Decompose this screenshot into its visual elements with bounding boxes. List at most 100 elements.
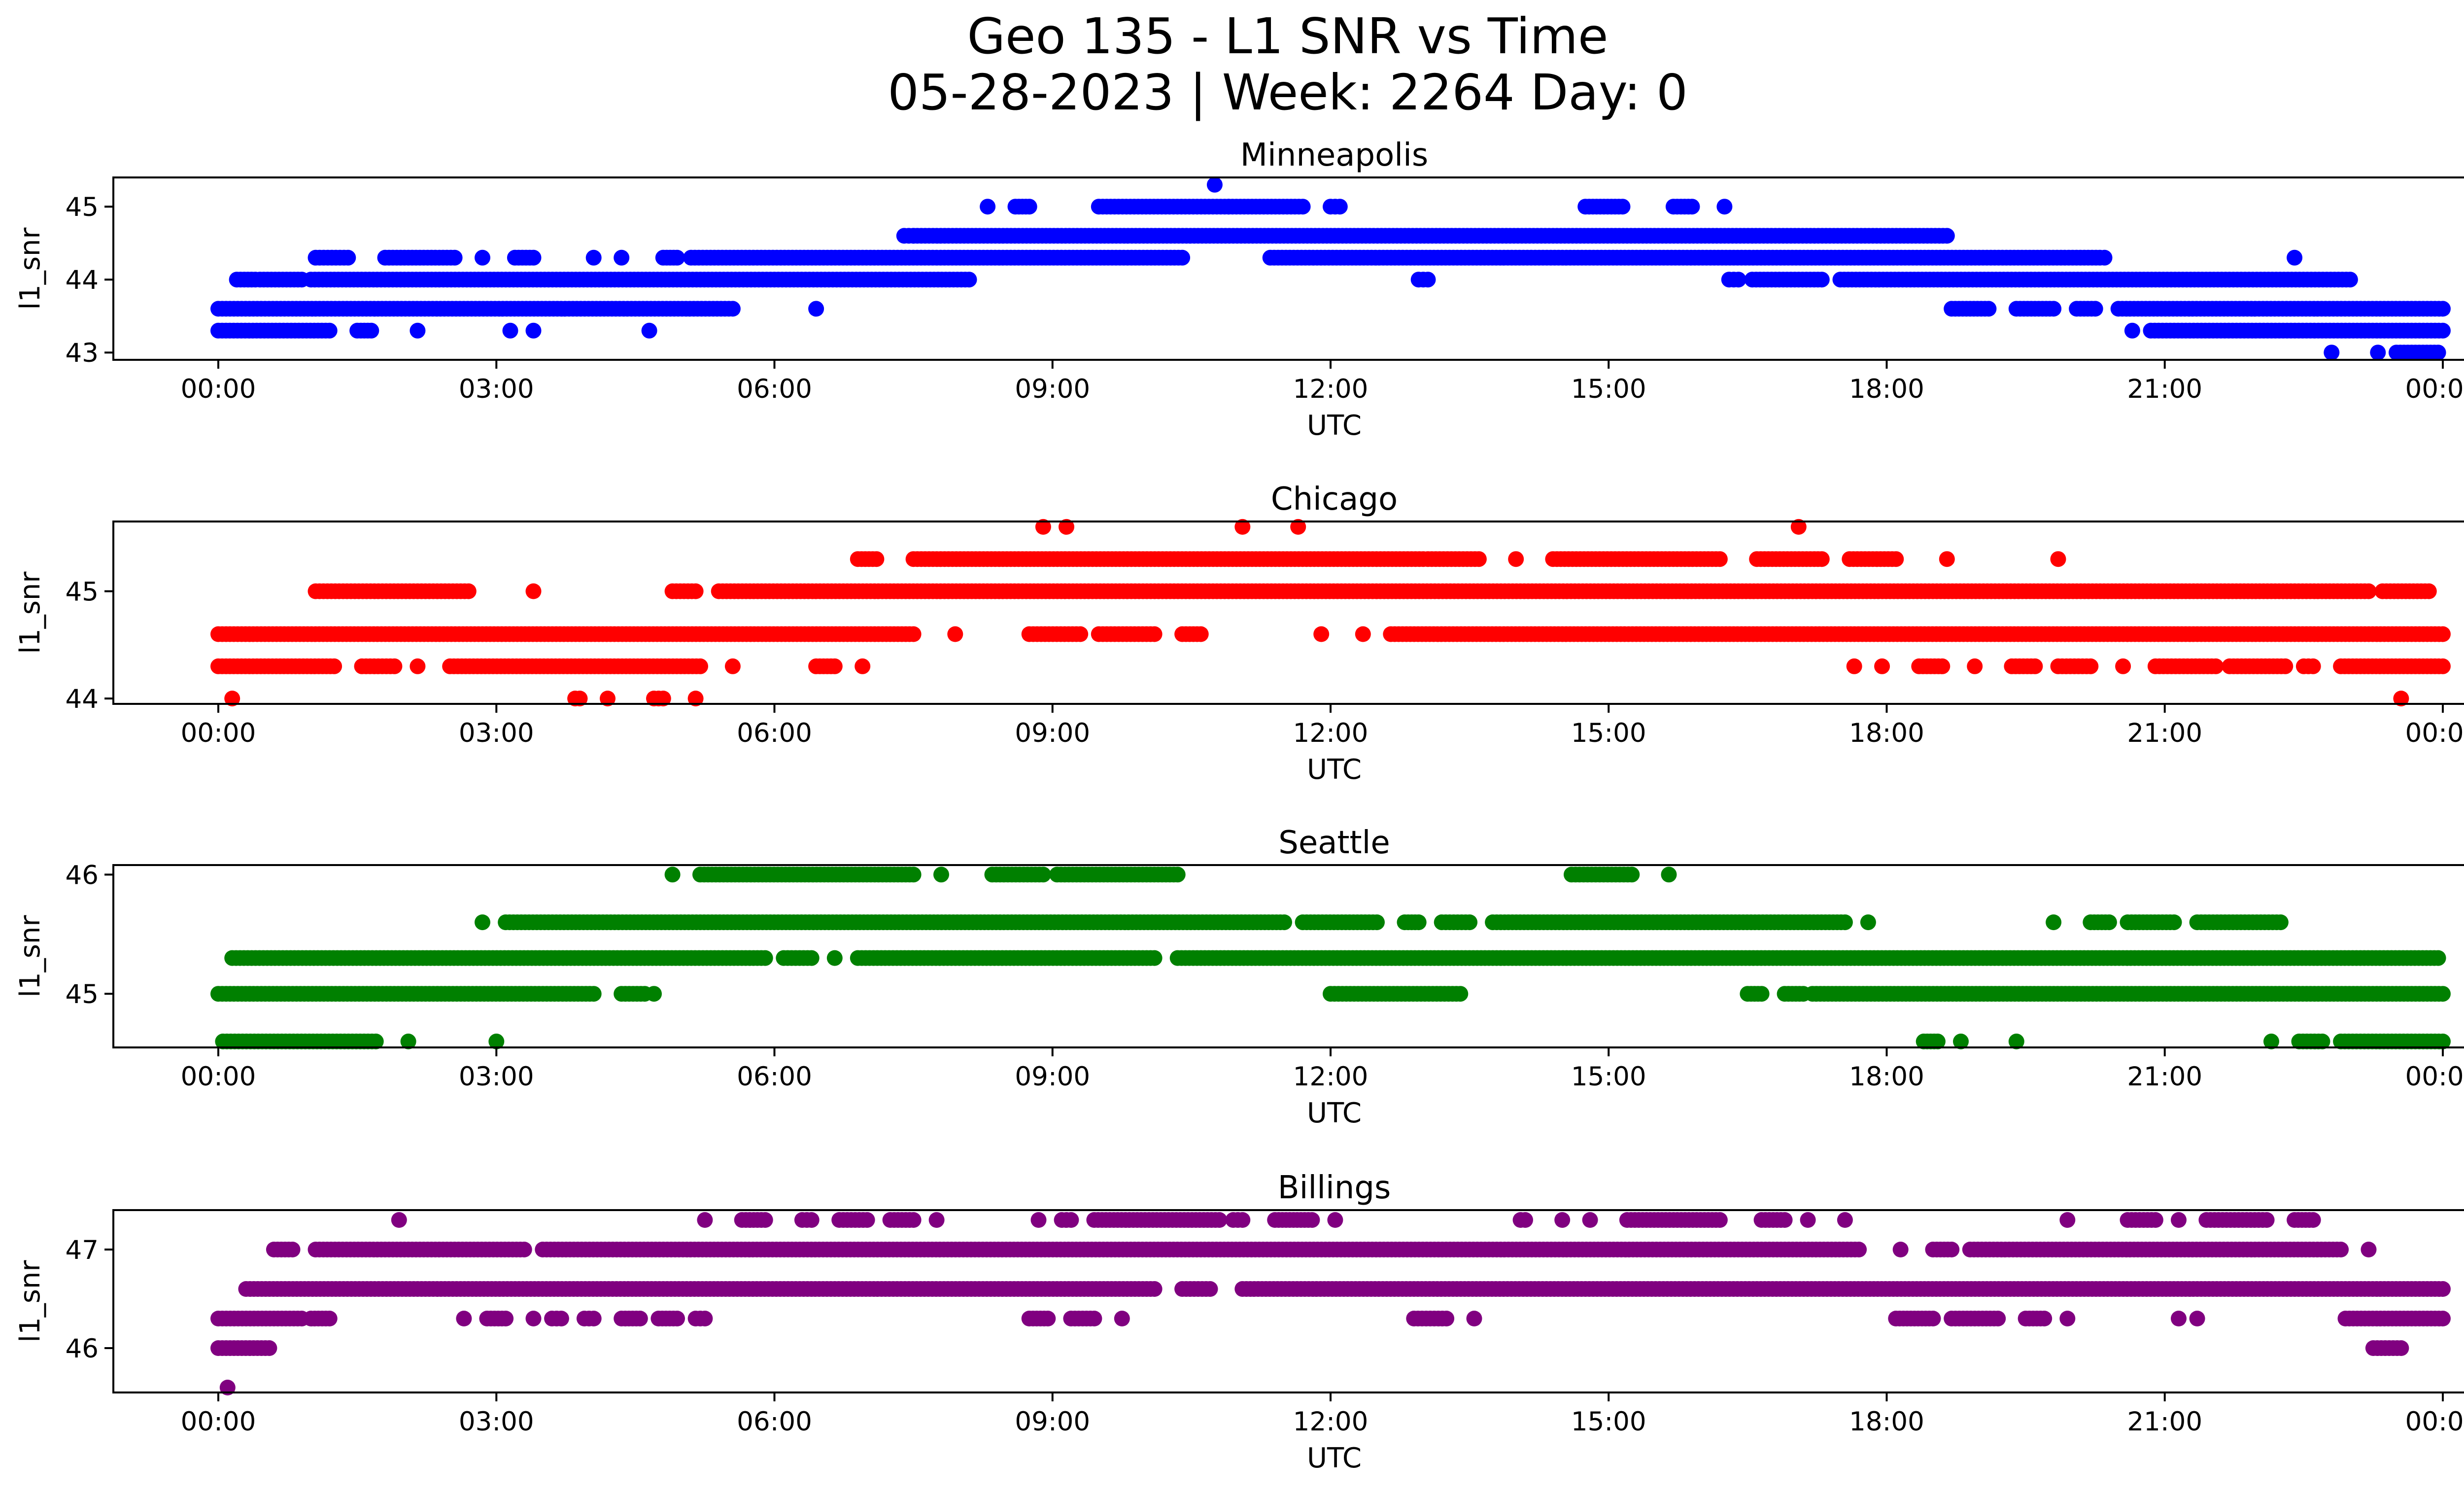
data-point [1169,867,1186,883]
x-tick-label: 18:00 [1849,374,1924,404]
data-point [410,322,426,339]
data-point [1939,228,1955,244]
data-point [326,658,342,674]
data-point [2430,345,2446,361]
data-point [2421,583,2437,599]
data-point [2027,658,2043,674]
data-points [210,1212,2451,1395]
data-points [210,867,2451,1049]
data-point [1874,658,1890,674]
x-tick-label: 00:00 [2405,718,2464,748]
data-point [808,301,824,317]
x-axis-label: UTC [1307,754,1362,786]
data-point [1174,249,1191,266]
data-point [692,658,708,674]
data-point [1711,551,1728,567]
x-tick-label: 06:00 [737,374,812,404]
x-tick-label: 00:00 [181,1062,256,1092]
x-tick-label: 06:00 [737,1062,812,1092]
data-point [826,658,843,674]
data-point [980,199,996,215]
y-axis-label: l1_snr [14,227,46,310]
data-point [1206,176,1223,193]
data-point [2166,914,2182,931]
data-point [391,1212,407,1228]
x-tick-label: 03:00 [459,1062,534,1092]
data-point [1471,551,1487,567]
x-axis-label: UTC [1307,1097,1362,1129]
data-point [2147,1212,2163,1228]
data-point [2305,1212,2321,1228]
data-point [2083,658,2099,674]
data-point [1369,914,1385,931]
data-point [1508,551,1524,567]
data-point [1072,626,1089,642]
plot-frame [112,521,2464,705]
data-point [1800,1212,1816,1228]
data-point [1753,986,1770,1002]
data-point [1332,199,1348,215]
x-tick-label: 12:00 [1293,718,1369,748]
data-point [1684,199,1700,215]
data-point [803,1212,820,1228]
data-point [1944,1242,1960,1257]
data-point [2115,658,2131,674]
data-point [1661,867,1677,883]
x-tick-label: 21:00 [2127,1062,2202,1092]
data-point [614,249,630,266]
data-point [475,249,490,266]
data-point [1711,1212,1728,1228]
data-point [2046,914,2062,931]
data-point [2208,658,2224,674]
x-tick-label: 09:00 [1015,1062,1090,1092]
data-point [1304,1212,1320,1228]
data-point [1517,1212,1533,1228]
data-points [210,176,2451,361]
data-point [1892,1242,1909,1257]
x-tick-label: 12:00 [1293,1062,1369,1092]
data-point [1295,199,1311,215]
data-point [757,950,773,966]
data-point [525,583,542,599]
data-point [803,950,820,966]
x-tick-label: 03:00 [459,374,534,404]
data-point [2272,914,2289,931]
data-point [502,322,518,339]
data-point [905,1212,922,1228]
data-point [697,1212,713,1228]
data-point [1146,950,1163,966]
data-point [1582,1212,1598,1228]
data-point [1059,519,1074,535]
data-point [1234,1212,1251,1228]
x-tick-label: 15:00 [1571,374,1646,404]
x-tick-label: 15:00 [1571,718,1646,748]
x-tick-label: 21:00 [2127,718,2202,748]
x-axis-label: UTC [1307,410,1362,442]
data-point [669,249,685,266]
data-point [724,301,741,317]
data-point [757,1212,773,1228]
data-point [868,551,885,567]
data-point [2277,658,2293,674]
data-point [585,249,602,266]
data-point [928,1212,945,1228]
y-tick-label: 43 [66,338,99,368]
figure-title-line-1: Geo 135 - L1 SNR vs Time [967,7,1608,65]
data-point [1730,272,1746,288]
x-tick-label: 00:00 [181,718,256,748]
data-point [2096,249,2113,266]
data-point [1888,551,1904,567]
x-tick-label: 12:00 [1293,374,1369,404]
data-point [2370,345,2386,361]
data-point [340,249,356,266]
data-point [1420,272,1436,288]
y-tick-label: 45 [66,577,99,607]
data-point [2171,1212,2187,1228]
data-point [1276,914,1292,931]
y-axis-label: l1_snr [14,915,46,998]
data-point [905,626,922,642]
data-point [1234,519,1251,535]
